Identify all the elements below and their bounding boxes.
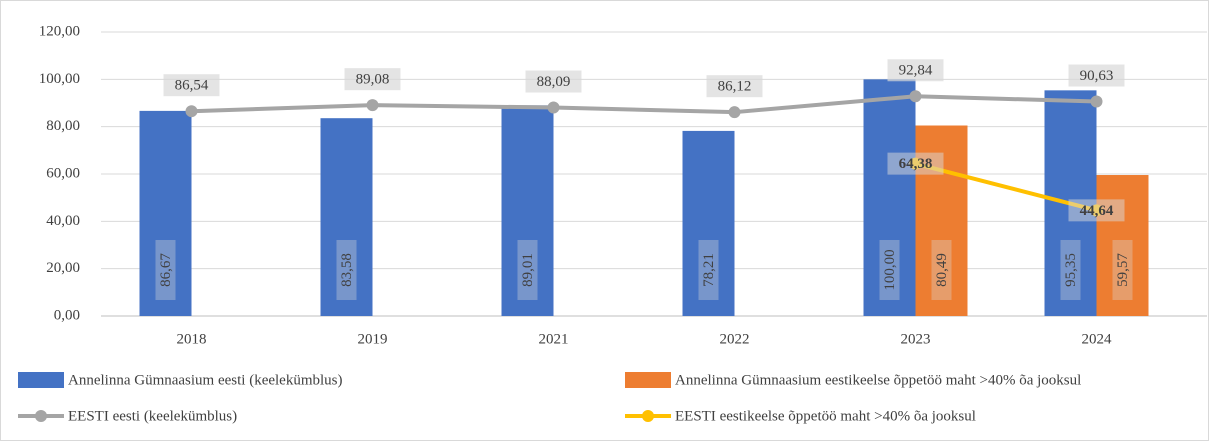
bar <box>682 130 735 316</box>
bar-value-label: 89,01 <box>520 253 536 287</box>
y-tick-label: 20,00 <box>46 260 80 276</box>
line-marker <box>1090 95 1103 108</box>
legend-label: Annelinna Gümnaasium eestikeelse õppetöö… <box>675 372 1081 388</box>
line-value-label: 88,09 <box>537 74 571 90</box>
label-box <box>887 59 944 82</box>
bar-value-label: 83,58 <box>339 253 355 287</box>
bar-value-label-group: 78,21 <box>698 240 719 300</box>
line-value-label: 89,08 <box>356 72 390 88</box>
x-tick-label: 2023 <box>901 331 931 347</box>
label-box <box>879 240 900 300</box>
label-box <box>525 70 582 93</box>
label-box <box>336 240 357 300</box>
label-box <box>887 152 944 175</box>
x-tick-label: 2024 <box>1082 331 1113 347</box>
bar-value-label-group: 59,57 <box>1112 240 1133 300</box>
bar <box>139 110 192 316</box>
y-tick-label: 60,00 <box>46 165 80 181</box>
y-tick-label: 100,00 <box>39 71 80 87</box>
legend-swatch <box>35 410 47 422</box>
legend-label: EESTI eesti (keelekümblus) <box>68 408 237 424</box>
bar <box>863 79 916 316</box>
legend-label: EESTI eestikeelse õppetöö maht >40% õa j… <box>675 408 976 424</box>
line-marker <box>909 90 922 103</box>
y-tick-label: 0,00 <box>54 307 80 323</box>
bar <box>1096 175 1149 316</box>
bar <box>320 118 373 316</box>
legend-swatch <box>18 372 64 388</box>
label-box <box>1112 240 1133 300</box>
bar-value-label-group: 83,58 <box>336 240 357 300</box>
label-box <box>155 240 176 300</box>
line-value-label: 92,84 <box>899 63 933 79</box>
bar-value-label-group: 86,67 <box>155 240 176 300</box>
legend-label: Annelinna Gümnaasium eesti (keelekümblus… <box>68 372 343 388</box>
label-box <box>1068 64 1125 87</box>
line-value-label: 86,12 <box>718 79 752 95</box>
bar-value-label: 86,67 <box>158 253 174 287</box>
y-tick-label: 40,00 <box>46 213 80 229</box>
bar-value-label: 80,49 <box>934 253 950 287</box>
line-marker <box>728 106 741 119</box>
bar <box>501 105 554 316</box>
label-box <box>1068 199 1125 222</box>
line-marker <box>366 99 379 112</box>
x-tick-label: 2018 <box>177 331 207 347</box>
y-tick-label: 120,00 <box>39 23 80 39</box>
line <box>915 161 1097 213</box>
legend-swatch <box>625 372 671 388</box>
bar-value-label-group: 95,35 <box>1060 240 1081 300</box>
x-tick-label: 2019 <box>358 331 388 347</box>
label-box <box>344 68 401 91</box>
legend-swatch <box>642 410 654 422</box>
line-marker <box>547 101 560 114</box>
bar-value-label: 95,35 <box>1063 253 1079 287</box>
line-value-label: 86,54 <box>175 78 209 94</box>
label-box <box>517 240 538 300</box>
x-tick-label: 2021 <box>539 331 569 347</box>
bar-value-label-group: 89,01 <box>517 240 538 300</box>
label-box <box>163 74 220 97</box>
line-value-label: 90,63 <box>1080 68 1114 84</box>
bar-value-label: 100,00 <box>882 249 898 290</box>
label-box <box>1060 240 1081 300</box>
line-value-label: 44,64 <box>1080 203 1114 219</box>
bar-value-label-group: 80,49 <box>931 240 952 300</box>
bar-value-label-group: 100,00 <box>879 240 900 300</box>
line-value-label: 64,38 <box>899 156 933 172</box>
label-box <box>931 240 952 300</box>
line <box>191 94 1097 115</box>
bar-value-label: 59,57 <box>1115 253 1131 287</box>
line-marker <box>185 105 198 118</box>
x-tick-label: 2022 <box>720 331 750 347</box>
label-box <box>698 240 719 300</box>
y-tick-label: 80,00 <box>46 118 80 134</box>
bar-value-label: 78,21 <box>701 253 717 287</box>
label-box <box>706 75 763 98</box>
